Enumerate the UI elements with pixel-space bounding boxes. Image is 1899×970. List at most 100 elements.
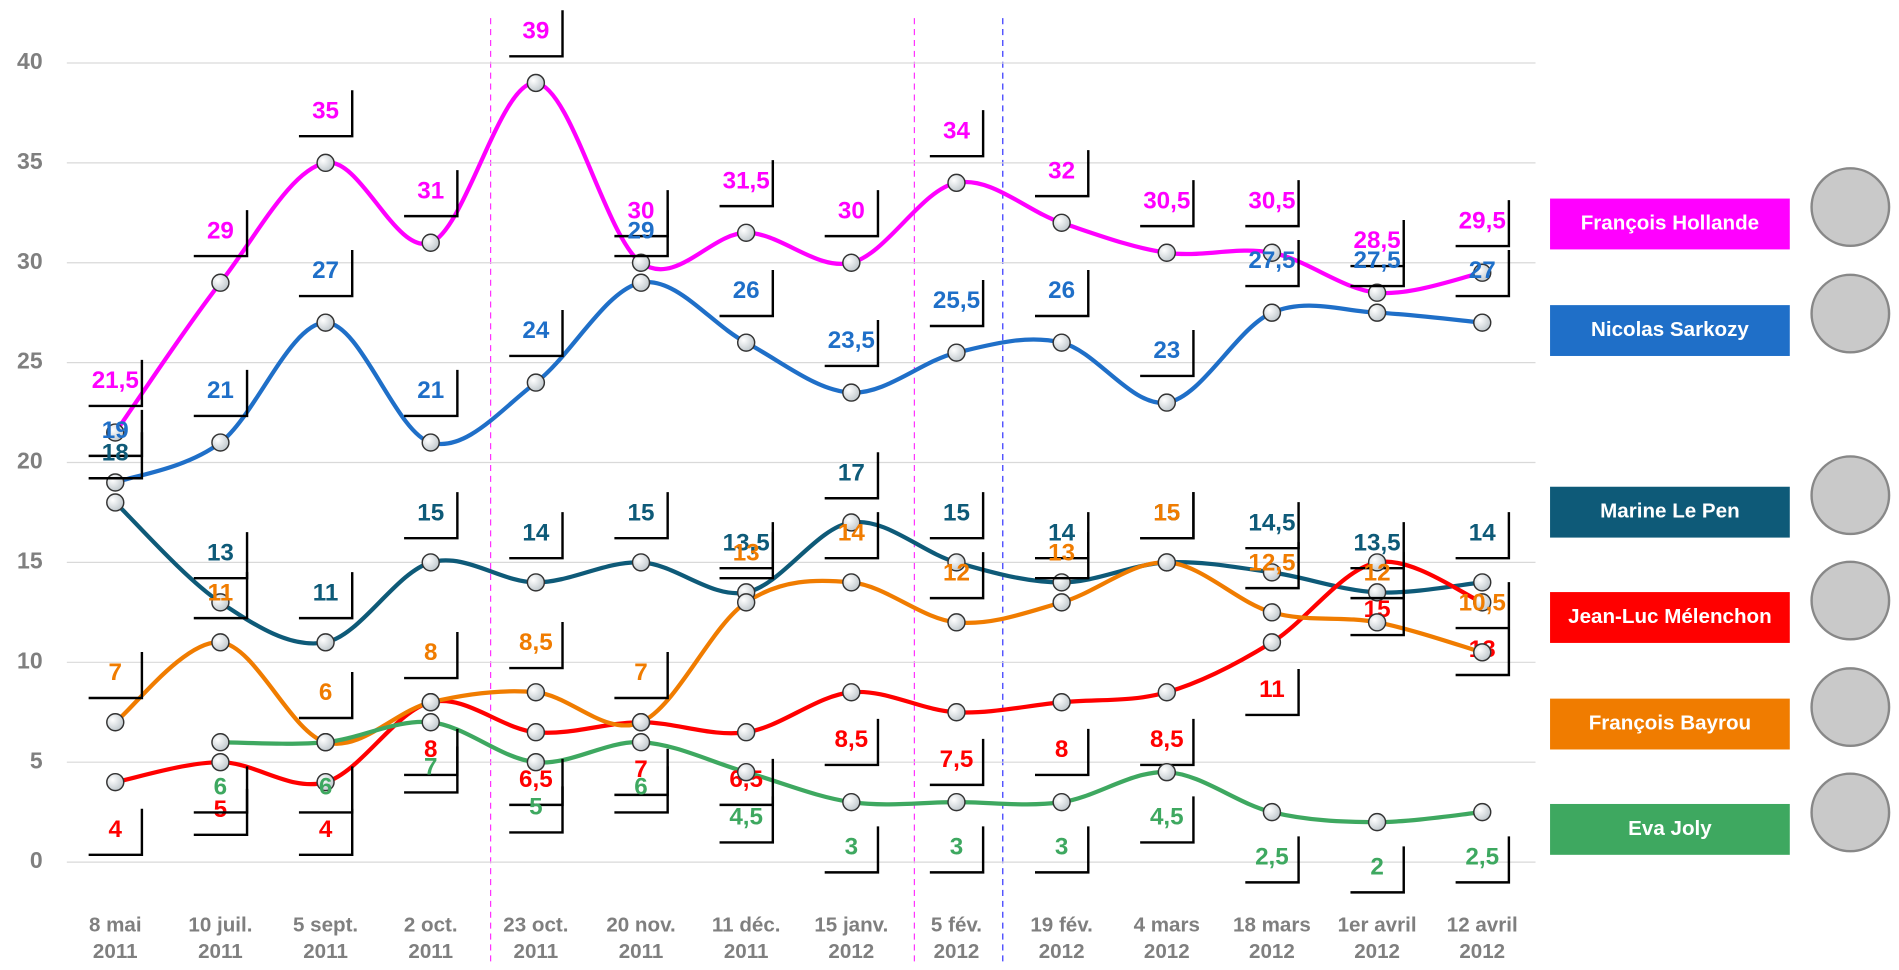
data-point [1157,683,1176,702]
y-tick-label: 20 [17,448,43,474]
data-label: 13 [1048,539,1075,566]
data-point [631,733,651,752]
data-label: 14 [1048,519,1075,546]
label-bracket [719,160,775,208]
data-point [947,613,966,632]
label-bracket [88,652,144,700]
label-bracket [929,279,985,328]
label-bracket [404,632,459,680]
data-point [631,253,651,272]
data-label: 21 [207,377,234,404]
label-bracket [88,359,144,408]
x-tick-label: 23 oct. 2011 [503,914,568,964]
data-label: 4,5 [729,804,763,831]
data-point [1157,393,1176,412]
data-label: 11 [208,579,234,606]
data-point [106,473,125,492]
x-tick-label: 5 fév. 2012 [931,914,982,964]
data-point [526,683,546,702]
data-label: 7,5 [940,746,974,773]
label-bracket [1455,836,1511,884]
x-tick-label: 5 sept. 2011 [293,914,358,964]
data-point [631,713,651,732]
data-point [1473,263,1492,282]
data-label: 6 [319,679,332,706]
data-label: 13,5 [1354,529,1401,556]
data-point [842,513,861,532]
y-tick-label: 15 [17,547,43,573]
data-label: 2,5 [1255,844,1289,871]
legend-label: Jean-Luc Mélenchon [1568,605,1772,628]
data-label: 21 [417,377,444,404]
data-point [211,633,230,652]
data-label: 35 [312,97,339,124]
data-label: 31 [417,177,444,204]
data-point [211,752,230,772]
data-point [1262,563,1282,582]
data-label: 4 [109,816,123,843]
data-point [947,553,966,572]
data-label: 12 [943,559,970,586]
data-point [526,573,546,592]
legend-photo [1810,560,1891,641]
data-point [1052,792,1071,812]
data-point [1367,283,1387,302]
data-point [1157,243,1176,262]
data-label: 29 [207,217,234,244]
x-tick-label: 8 mai 2011 [89,914,142,964]
data-point [211,433,230,452]
label-bracket [824,826,880,874]
data-label: 27 [312,257,339,284]
label-bracket [929,826,985,874]
y-tick-label: 40 [17,48,43,74]
label-bracket [824,718,880,767]
data-point [1052,213,1071,232]
data-label: 12 [1364,559,1391,586]
y-tick-label: 5 [30,747,43,773]
data-label: 2 [1370,854,1383,881]
data-point [1367,812,1387,832]
data-label: 30,5 [1143,187,1190,214]
x-tick-label: 1er avril 2012 [1338,914,1417,964]
data-point [842,573,861,592]
label-bracket [1035,826,1090,874]
data-label: 18 [102,439,129,466]
data-label: 14 [838,519,865,546]
label-bracket [824,512,880,560]
label-bracket [614,210,669,258]
data-point [842,683,861,702]
data-label: 31,5 [723,167,770,194]
label-bracket [1035,728,1090,777]
label-bracket [509,309,564,358]
label-bracket [193,766,249,814]
data-point [421,553,440,572]
data-label: 15 [417,499,444,526]
data-point [316,733,335,752]
data-label: 30,5 [1248,187,1295,214]
data-point [736,762,756,782]
label-bracket [719,532,775,580]
label-bracket [1140,492,1195,540]
legend-label: Eva Joly [1628,817,1712,840]
label-bracket [1350,552,1405,600]
data-point [1473,313,1492,332]
label-bracket [1245,240,1300,288]
data-label: 3 [1055,834,1068,861]
data-label: 8 [424,736,437,763]
x-tick-label: 18 mars 2012 [1233,914,1311,964]
label-bracket [298,808,354,857]
label-bracket [1455,512,1511,560]
data-point [842,253,861,272]
label-bracket [404,492,459,540]
data-label: 15 [943,499,970,526]
label-bracket [1035,270,1090,318]
data-label: 11 [313,579,339,606]
label-bracket [1455,250,1511,298]
data-point [106,713,125,732]
data-label: 7 [634,756,647,783]
data-label: 19 [102,417,129,444]
data-point [947,792,966,812]
data-point [106,493,125,512]
label-bracket [1245,668,1300,717]
data-label: 26 [1048,277,1075,304]
